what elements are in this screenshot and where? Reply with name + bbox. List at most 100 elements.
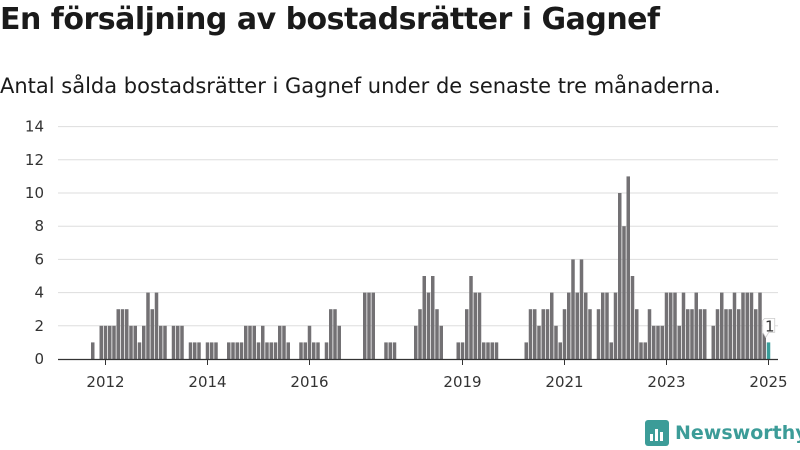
bar — [388, 342, 392, 359]
bar — [660, 325, 664, 359]
x-axis: 2012 2014 2016 2019 2021 2023 2025 — [58, 358, 788, 391]
data-label: 1 — [765, 317, 775, 335]
bar — [490, 342, 494, 359]
y-tick-label: 12 — [25, 151, 44, 169]
bar — [371, 292, 375, 359]
bar — [584, 292, 588, 359]
bar — [312, 342, 316, 359]
bar — [690, 309, 694, 359]
bar — [613, 292, 618, 359]
bar — [299, 342, 303, 359]
bar — [129, 325, 133, 359]
bar — [125, 309, 129, 359]
x-tick-label: 2019 — [443, 373, 481, 391]
bar — [732, 292, 737, 359]
bar — [456, 342, 460, 359]
bar — [154, 292, 159, 359]
bar — [524, 342, 528, 359]
bar — [120, 309, 125, 359]
bar — [664, 292, 669, 359]
bar — [677, 325, 681, 359]
bar — [737, 309, 741, 359]
bar — [248, 325, 252, 359]
bar — [686, 309, 690, 359]
bar — [647, 309, 652, 359]
bar — [265, 342, 269, 359]
bar — [307, 325, 312, 359]
bar — [384, 342, 388, 359]
bar — [324, 342, 329, 359]
bar — [439, 325, 443, 359]
chart-subtitle: Antal sålda bostadsrätter i Gagnef under… — [0, 74, 721, 98]
bar — [239, 342, 244, 359]
y-tick-label: 8 — [34, 217, 44, 235]
bar — [469, 276, 473, 359]
bar — [579, 259, 584, 359]
bars — [91, 176, 771, 359]
bar — [477, 292, 482, 359]
bar — [231, 342, 235, 359]
bar — [303, 342, 307, 359]
annotation: 1 — [762, 317, 776, 339]
bar — [622, 226, 626, 359]
bar — [567, 292, 571, 359]
bar — [724, 309, 728, 359]
bar — [681, 292, 686, 359]
bar — [256, 342, 261, 359]
bar — [414, 325, 418, 359]
bar — [426, 292, 431, 359]
bar — [465, 309, 469, 359]
bar — [494, 342, 499, 359]
bar — [329, 309, 333, 359]
y-tick-label: 2 — [34, 317, 44, 335]
y-tick-label: 0 — [34, 350, 44, 368]
bar — [193, 342, 197, 359]
bar — [188, 342, 193, 359]
x-tick-label: 2025 — [749, 373, 787, 391]
bar — [227, 342, 231, 359]
bar — [528, 309, 533, 359]
bar — [163, 325, 167, 359]
bar — [150, 309, 154, 359]
bar — [108, 325, 112, 359]
value-callout — [762, 317, 776, 339]
bar — [609, 342, 613, 359]
y-tick-label: 14 — [25, 118, 44, 136]
bar — [639, 342, 643, 359]
bar — [745, 292, 749, 359]
bar — [116, 309, 120, 359]
y-axis-ticks: 0 2 4 6 8 10 12 14 — [25, 118, 44, 368]
bar — [282, 325, 286, 359]
bar — [562, 309, 567, 359]
bar — [728, 309, 732, 359]
bar — [235, 342, 239, 359]
bar — [537, 325, 541, 359]
bar — [261, 325, 265, 359]
bar — [715, 309, 720, 359]
bar — [766, 342, 771, 359]
bar — [541, 309, 545, 359]
bar — [720, 292, 724, 359]
bar — [635, 309, 639, 359]
bar — [137, 342, 142, 359]
bar — [367, 292, 371, 359]
bar — [749, 292, 754, 359]
bar — [601, 292, 605, 359]
bar — [575, 292, 579, 359]
bar — [558, 342, 562, 359]
bar — [741, 292, 745, 359]
brand-logo: Newsworthy — [645, 420, 800, 446]
bar — [482, 342, 486, 359]
bar — [205, 342, 210, 359]
y-tick-label: 10 — [25, 184, 44, 202]
bar — [286, 342, 290, 359]
bar — [473, 292, 477, 359]
bar — [698, 309, 703, 359]
bar — [210, 342, 214, 359]
bar — [588, 309, 592, 359]
bar — [146, 292, 150, 359]
bar — [269, 342, 273, 359]
bar — [333, 309, 337, 359]
y-tick-label: 4 — [34, 284, 44, 302]
